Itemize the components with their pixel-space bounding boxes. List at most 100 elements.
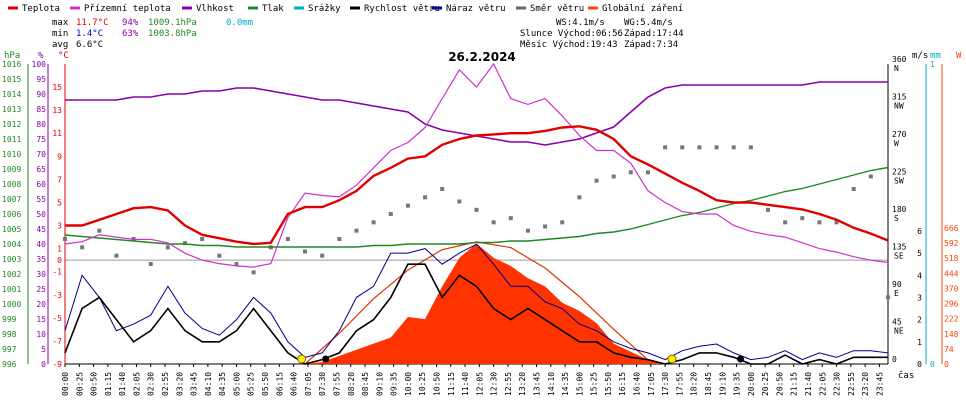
wind-dir-point bbox=[765, 207, 770, 212]
radiation-unit: W bbox=[956, 51, 962, 61]
radiation-tick-label: 518 bbox=[944, 254, 959, 263]
stats-min-temp: 1.4°C bbox=[76, 29, 103, 39]
pressure-unit: hPa bbox=[4, 51, 20, 61]
chart-title: 26.2.2024 bbox=[448, 50, 516, 64]
humidity-tick-label: 75 bbox=[36, 135, 46, 144]
wind-dir-tick-label: 45 bbox=[892, 318, 902, 327]
temperature-tick-label: 9 bbox=[57, 152, 62, 161]
stats-max-hum: 94% bbox=[122, 18, 139, 28]
temperature-tick-label: 11 bbox=[52, 129, 62, 138]
pressure-tick-label: 1005 bbox=[2, 225, 21, 234]
wind-dir-point bbox=[474, 207, 479, 212]
stats-sun: Slunce Východ:06:56 bbox=[520, 29, 623, 39]
pressure-tick-label: 1009 bbox=[2, 165, 21, 174]
x-tick-label: 15:50 bbox=[604, 372, 613, 396]
x-tick-label: 11:15 bbox=[447, 372, 456, 396]
wind-dir-point bbox=[405, 203, 410, 208]
wind-speed-tick-label: 5 bbox=[917, 249, 922, 258]
humidity-tick-label: 100 bbox=[32, 60, 47, 69]
humidity-tick-label: 0 bbox=[41, 360, 46, 369]
x-tick-label: 11:40 bbox=[461, 372, 470, 396]
ground-temperature-line bbox=[64, 62, 889, 268]
humidity-tick-label: 30 bbox=[36, 270, 46, 279]
wind-speed-tick-label: 3 bbox=[917, 293, 922, 302]
wind-dir-point bbox=[594, 178, 599, 183]
moonset-marker bbox=[322, 355, 330, 363]
x-tick-label: 09:10 bbox=[375, 372, 384, 396]
x-tick-label: 22:30 bbox=[833, 372, 842, 396]
pressure-tick-label: 998 bbox=[2, 330, 17, 339]
humidity-tick-label: 5 bbox=[41, 345, 46, 354]
x-tick-label: 13:20 bbox=[518, 372, 527, 396]
wind-unit: m/s bbox=[912, 51, 928, 61]
radiation-tick-label: 296 bbox=[944, 300, 959, 309]
x-tick-label: 07:55 bbox=[332, 372, 341, 396]
wind-dir-tick-label: 0 bbox=[892, 355, 897, 364]
x-tick-label: 00:00 bbox=[61, 372, 70, 396]
x-tick-label: 12:05 bbox=[475, 372, 484, 396]
wind-dir-point bbox=[628, 170, 633, 175]
wind-dir-point bbox=[183, 241, 188, 246]
pressure-tick-label: 1002 bbox=[2, 270, 21, 279]
humidity-tick-label: 10 bbox=[36, 330, 46, 339]
humidity-tick-label: 15 bbox=[36, 315, 46, 324]
stats-ws: WS:4.1m/s bbox=[556, 18, 605, 28]
x-tick-label: 06:15 bbox=[275, 372, 284, 396]
wind-dir-point bbox=[423, 195, 428, 200]
temperature-zero-label: 0 bbox=[57, 256, 62, 265]
x-tick-label: 22:55 bbox=[847, 372, 856, 396]
humidity-tick-label: 40 bbox=[36, 240, 46, 249]
theoretical-radiation-line bbox=[304, 241, 666, 365]
wind-dir-point bbox=[251, 270, 256, 275]
x-tick-label: 15:25 bbox=[590, 372, 599, 396]
wind-speed-tick-label: 4 bbox=[917, 271, 922, 280]
pressure-tick-label: 1003 bbox=[2, 255, 21, 264]
wind-dir-point bbox=[165, 245, 170, 250]
humidity-tick-label: 95 bbox=[36, 75, 46, 84]
temperature-unit: °C bbox=[58, 51, 69, 61]
wind-dir-point bbox=[731, 145, 736, 150]
wind-dir-tick-label: 180 bbox=[892, 205, 907, 214]
humidity-tick-label: 80 bbox=[36, 120, 46, 129]
stats-sun-set: Západ:17:44 bbox=[624, 29, 684, 39]
temperature-tick-label: 1 bbox=[57, 245, 62, 254]
wind-dir-tick-label: 270 bbox=[892, 130, 907, 139]
x-tick-label: 10:50 bbox=[432, 372, 441, 396]
wind-dir-point bbox=[80, 245, 85, 250]
wind-dir-point bbox=[440, 187, 445, 191]
wind-dir-name-label: N bbox=[894, 64, 899, 73]
pressure-tick-label: 1008 bbox=[2, 180, 21, 189]
x-tick-label: 09:35 bbox=[390, 372, 399, 396]
legend-label-8: Globální záření bbox=[602, 4, 683, 14]
x-tick-label: 00:25 bbox=[75, 372, 84, 396]
stats-panel: max 11.7°C 94% 1009.1hPa 0.0mm min 1.4°C… bbox=[52, 18, 684, 50]
wind-dir-point bbox=[645, 170, 650, 175]
wind-dir-name-label: SE bbox=[894, 252, 904, 261]
humidity-tick-label: 35 bbox=[36, 255, 46, 264]
x-tick-label: 19:35 bbox=[733, 372, 742, 396]
humidity-tick-label: 90 bbox=[36, 90, 46, 99]
humidity-tick-label: 50 bbox=[36, 210, 46, 219]
wind-dir-point bbox=[886, 295, 890, 300]
wind-dir-point bbox=[817, 220, 822, 225]
wind-dir-point bbox=[114, 253, 119, 258]
wind-dir-point bbox=[63, 237, 67, 241]
x-tick-label: 03:20 bbox=[175, 372, 184, 396]
wind-dir-tick-label: 135 bbox=[892, 243, 907, 252]
pressure-tick-label: 999 bbox=[2, 315, 17, 324]
temperature-tick-label: 13 bbox=[52, 106, 62, 115]
wind-dir-name-label: NW bbox=[894, 102, 904, 111]
stats-max-temp: 11.7°C bbox=[76, 18, 109, 28]
x-tick-label: 06:40 bbox=[290, 372, 299, 396]
wind-dir-point bbox=[200, 237, 205, 241]
humidity-tick-label: 45 bbox=[36, 225, 46, 234]
x-tick-label: 23:20 bbox=[861, 372, 870, 396]
wind-dir-point bbox=[851, 187, 856, 191]
rain-unit: mm bbox=[930, 51, 941, 61]
wind-dir-point bbox=[285, 237, 290, 241]
wind-dir-point bbox=[354, 228, 359, 233]
x-tick-label: 20:50 bbox=[775, 372, 784, 396]
wind-dir-point bbox=[800, 216, 805, 221]
x-tick-label: 08:45 bbox=[361, 372, 370, 396]
